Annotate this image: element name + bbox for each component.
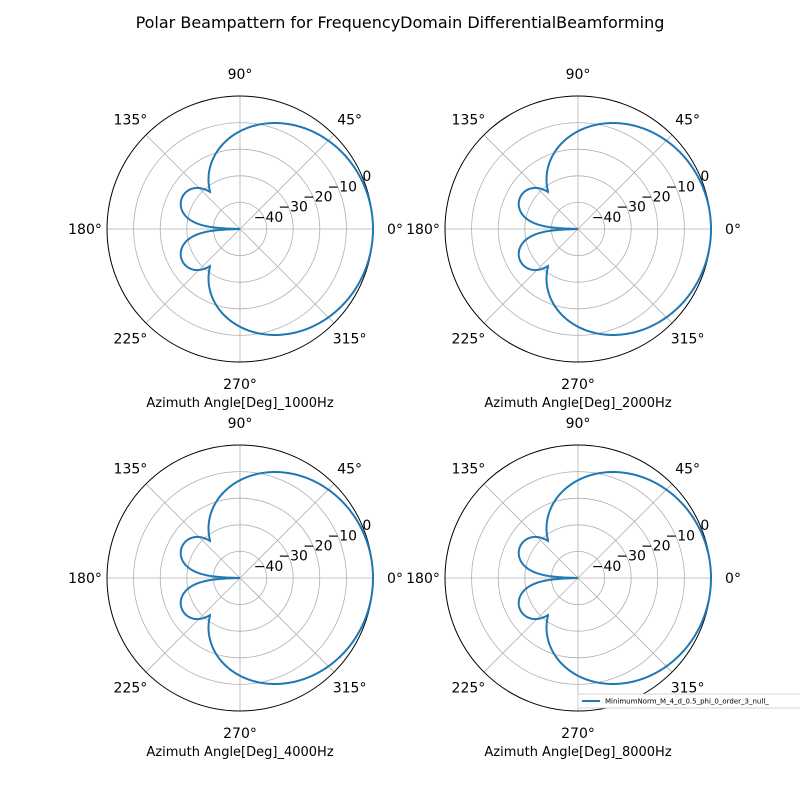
theta-tick-label: 90° [566,416,591,432]
r-tick-label: −10 [328,179,358,195]
legend-label: MinimumNorm_M_4_d_0.5_phi_0_order_3_null… [605,698,769,706]
figure-title: Polar Beampattern for FrequencyDomain Di… [136,13,665,32]
r-tick-label: 0 [362,169,371,185]
theta-tick-label: 0° [387,222,403,238]
r-tick-label: 0 [700,518,709,534]
theta-tick-label: 135° [114,112,148,128]
r-tick-label: −30 [616,549,646,565]
theta-tick-label: 270° [561,726,595,742]
theta-tick-label: 315° [671,681,705,697]
theta-grid-line [483,228,579,324]
theta-grid-line [577,577,673,673]
theta-grid-line [145,577,241,673]
theta-tick-label: 0° [725,222,741,238]
theta-grid-line [239,577,335,673]
r-tick-label: −40 [592,210,622,226]
legend-box [577,693,800,709]
theta-tick-label: 0° [387,571,403,587]
theta-tick-label: 135° [452,112,486,128]
theta-grid-line [239,228,335,324]
panel-xlabel: Azimuth Angle[Deg]_4000Hz [146,745,333,760]
theta-tick-label: 135° [452,461,486,477]
r-tick-label: −40 [254,210,284,226]
theta-tick-label: 225° [452,681,486,697]
r-tick-label: 0 [362,518,371,534]
theta-tick-label: 225° [114,681,148,697]
legend: MinimumNorm_M_4_d_0.5_phi_0_order_3_null… [577,693,800,709]
theta-tick-label: 45° [337,112,362,128]
r-tick-label: −40 [254,559,284,575]
theta-grid-line [145,483,241,579]
theta-grid-line [483,134,579,230]
theta-tick-label: 270° [223,726,257,742]
beampattern-series [179,471,374,685]
theta-tick-label: 315° [333,332,367,348]
theta-tick-label: 90° [566,67,591,83]
theta-tick-label: 270° [223,377,257,393]
theta-tick-label: 315° [333,681,367,697]
theta-tick-label: 180° [68,571,102,587]
theta-tick-label: 0° [725,571,741,587]
polar-panel: 0° 45° 90° 135° 180° 225° 270° 315° −40−30−20−10… [406,416,741,760]
theta-tick-label: 315° [671,332,705,348]
theta-grid-line [239,134,335,230]
r-tick-label: −20 [303,189,333,205]
r-tick-label: −20 [303,538,333,554]
theta-grid-line [145,228,241,324]
theta-tick-label: 225° [452,332,486,348]
theta-tick-label: 45° [337,461,362,477]
r-tick-label: −40 [592,559,622,575]
polar-panel: 0° 45° 90° 135° 180° 225° 270° 315° −40−30−20−10… [406,67,741,411]
theta-grid-line [483,483,579,579]
beampattern-series [517,471,712,685]
panel-xlabel: Azimuth Angle[Deg]_8000Hz [484,745,671,760]
theta-tick-label: 180° [406,222,440,238]
theta-grid-line [577,228,673,324]
panel-xlabel: Azimuth Angle[Deg]_1000Hz [146,396,333,411]
r-tick-label: −10 [666,179,696,195]
theta-tick-label: 225° [114,332,148,348]
theta-tick-label: 180° [68,222,102,238]
r-tick-label: 0 [700,169,709,185]
beampattern-series [179,122,374,336]
theta-tick-label: 90° [228,416,253,432]
theta-grid-line [483,577,579,673]
r-tick-label: −30 [616,200,646,216]
theta-grid-line [239,483,335,579]
polar-panel: 0° 45° 90° 135° 180° 225° 270° 315° −40−30−20−10… [68,416,403,760]
panel-xlabel: Azimuth Angle[Deg]_2000Hz [484,396,671,411]
beampattern-series [517,122,712,336]
r-tick-label: −20 [641,538,671,554]
polar-panel: 0° 45° 90° 135° 180° 225° 270° 315° −40−30−20−10… [68,67,403,411]
theta-grid-line [577,483,673,579]
theta-grid-line [145,134,241,230]
theta-tick-label: 45° [675,112,700,128]
r-tick-label: −30 [278,200,308,216]
theta-tick-label: 270° [561,377,595,393]
theta-tick-label: 180° [406,571,440,587]
theta-tick-label: 45° [675,461,700,477]
r-tick-label: −10 [328,528,358,544]
theta-tick-label: 90° [228,67,253,83]
r-tick-label: −30 [278,549,308,565]
theta-grid-line [577,134,673,230]
theta-tick-label: 135° [114,461,148,477]
r-tick-label: −10 [666,528,696,544]
r-tick-label: −20 [641,189,671,205]
